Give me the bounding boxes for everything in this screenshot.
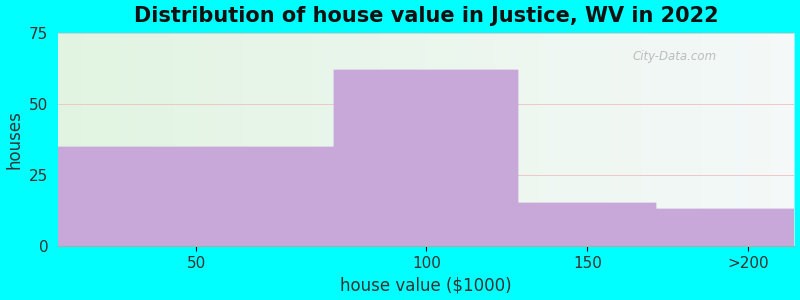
Bar [58, 146, 334, 246]
Bar [518, 203, 656, 246]
Y-axis label: houses: houses [6, 110, 23, 169]
Bar [58, 146, 334, 246]
Bar [518, 203, 656, 246]
Bar [656, 209, 794, 246]
X-axis label: house value ($1000): house value ($1000) [341, 276, 512, 294]
Bar [334, 70, 518, 246]
Bar [334, 70, 518, 246]
Bar [656, 209, 794, 246]
Text: City-Data.com: City-Data.com [633, 50, 717, 63]
Title: Distribution of house value in Justice, WV in 2022: Distribution of house value in Justice, … [134, 6, 718, 26]
